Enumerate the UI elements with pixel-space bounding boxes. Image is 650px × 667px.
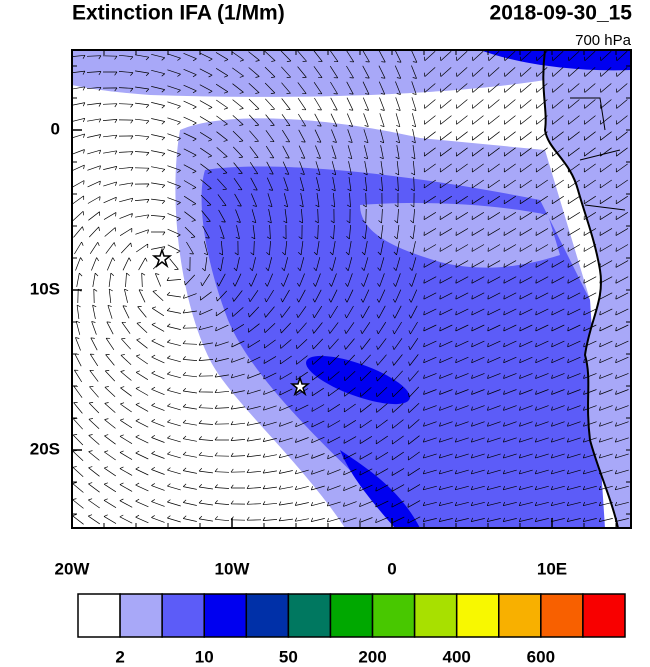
colorbar-label: 10 — [195, 647, 214, 666]
plot-frame — [71, 49, 632, 529]
title: Extinction IFA (1/Mm) — [72, 2, 285, 25]
colorbar: 2 10 50 200 400 600 — [77, 593, 626, 666]
border — [570, 97, 626, 211]
colorbar-box — [203, 593, 248, 638]
colorbar-label: 600 — [527, 647, 555, 666]
aerosol-region — [72, 50, 545, 97]
x-tick-label: 10E — [537, 559, 567, 578]
y-tick-label: 0 — [51, 119, 60, 138]
colorbar-box — [540, 593, 584, 638]
station-marker — [289, 375, 311, 397]
aerosol-core — [480, 50, 631, 71]
x-tick-label: 10W — [215, 559, 251, 578]
colorbar-box — [287, 593, 332, 638]
colorbar-box — [77, 593, 121, 638]
colorbar-label: 200 — [358, 647, 386, 666]
colorbar-label: 2 — [115, 647, 124, 666]
aerosol-core — [306, 355, 410, 405]
barb-lines — [72, 50, 629, 525]
colorbar-box — [498, 593, 542, 638]
datetime: 2018-09-30_15 — [490, 2, 633, 25]
station-marker — [151, 247, 173, 269]
land — [543, 50, 631, 528]
colorbar-box — [245, 593, 290, 638]
x-tick-label: 20W — [55, 559, 91, 578]
colorbar-box — [161, 593, 205, 638]
colorbar-box — [582, 593, 626, 638]
colorbar-box — [371, 593, 416, 638]
colorbar-box — [329, 593, 374, 638]
colorbar-label: 400 — [443, 647, 471, 666]
aerosol-region — [360, 203, 560, 268]
coastline — [542, 50, 619, 528]
wind-barbs — [72, 50, 629, 525]
x-tick-label: 0 — [387, 559, 396, 578]
colorbar-box — [119, 593, 163, 638]
plot-area — [72, 50, 631, 528]
y-tick-label: 10S — [30, 279, 60, 298]
colorbar-box — [455, 593, 500, 638]
colorbar-label: 50 — [279, 647, 298, 666]
y-tick-label: 20S — [30, 439, 60, 458]
axes: 20W 10W 0 10E 0 10S 20S — [30, 50, 631, 578]
level: 700 hPa — [575, 32, 632, 49]
colorbar-box — [413, 593, 458, 638]
